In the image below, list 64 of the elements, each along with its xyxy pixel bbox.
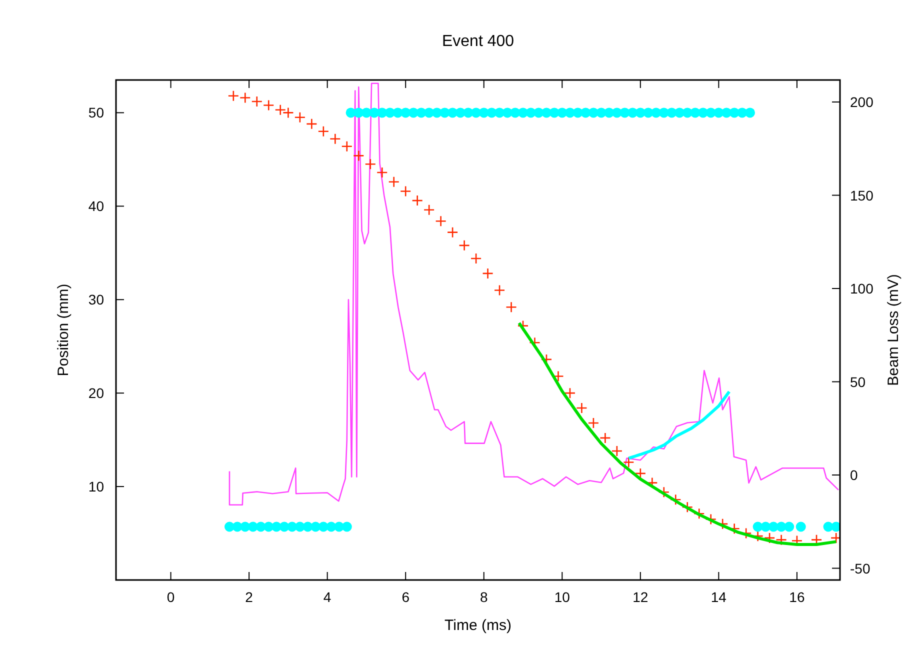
point <box>588 417 600 429</box>
point <box>600 432 611 444</box>
y2-tick-label: 0 <box>850 467 858 483</box>
point <box>318 126 330 138</box>
point <box>693 508 705 520</box>
point <box>494 284 506 296</box>
y-axis-title: Position (mm) <box>55 284 72 376</box>
y2-tick-label: 50 <box>850 374 866 390</box>
x-tick-label: 16 <box>789 589 805 605</box>
point <box>764 532 776 544</box>
point <box>239 92 251 104</box>
point <box>341 140 353 152</box>
point <box>306 118 318 130</box>
x-tick-label: 6 <box>402 589 410 605</box>
point <box>376 166 388 178</box>
point <box>352 150 364 162</box>
x-tick-label: 4 <box>323 589 332 605</box>
point <box>470 252 482 264</box>
x-tick-label: 2 <box>245 589 254 605</box>
y-tick-label: 20 <box>88 385 104 402</box>
point <box>388 176 400 188</box>
point <box>330 133 341 145</box>
y2-axis-title: Beam Loss (mV) <box>885 274 902 386</box>
line-series <box>627 390 731 460</box>
y-tick-label: 30 <box>88 292 104 308</box>
point <box>423 204 435 216</box>
point <box>228 90 240 102</box>
x-tick-label: 14 <box>710 589 727 605</box>
point <box>400 186 412 197</box>
chart-title: Event 400 <box>442 33 514 50</box>
point <box>251 96 263 108</box>
point <box>658 486 670 498</box>
point <box>446 226 458 238</box>
x-tick-label: 10 <box>554 589 570 605</box>
y-tick-label: 10 <box>88 478 104 495</box>
y-tick-label: 50 <box>88 104 104 121</box>
y2-tick-label: -50 <box>850 560 870 576</box>
point <box>682 501 694 513</box>
x-tick-label: 8 <box>480 589 488 605</box>
x-tick-label: 0 <box>166 589 175 605</box>
y-tick-label: 40 <box>88 198 104 214</box>
line-series <box>518 321 838 546</box>
point <box>294 112 306 124</box>
point <box>412 194 423 206</box>
point <box>776 534 787 546</box>
point <box>634 468 646 480</box>
point <box>670 494 682 506</box>
point <box>364 158 376 170</box>
point <box>482 268 494 280</box>
point <box>576 402 588 414</box>
point <box>262 100 274 111</box>
point <box>282 107 294 118</box>
y2-tick-label: 100 <box>850 280 874 297</box>
point <box>506 301 517 313</box>
point <box>274 104 286 116</box>
point <box>611 445 623 457</box>
x-tick-label: 12 <box>632 589 648 605</box>
point <box>564 387 576 399</box>
y2-tick-label: 200 <box>850 94 874 110</box>
point <box>458 240 470 252</box>
y2-tick-label: 150 <box>850 187 874 204</box>
x-axis-title: Time (ms) <box>444 617 512 634</box>
point <box>435 215 446 227</box>
point <box>623 456 634 468</box>
